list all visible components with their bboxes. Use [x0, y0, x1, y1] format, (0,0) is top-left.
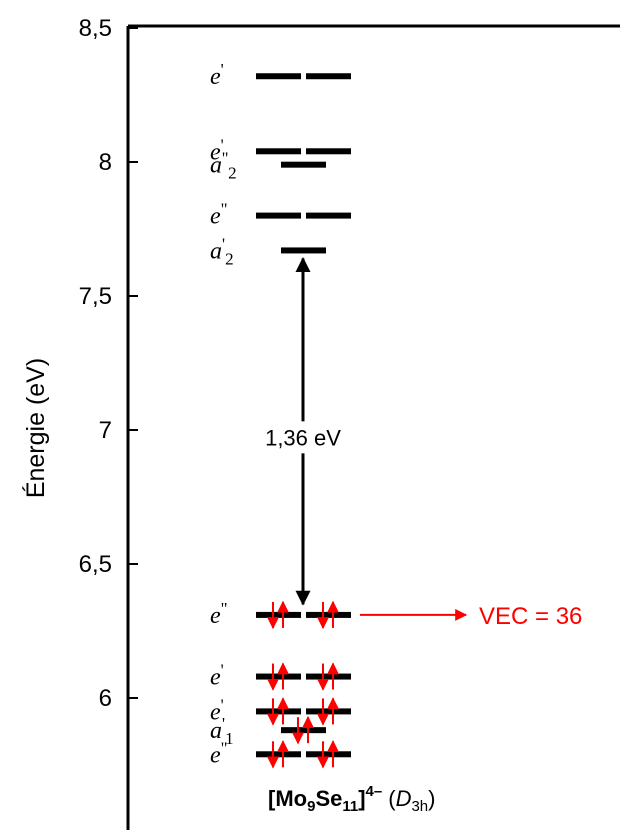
level-symbol-prime: "	[221, 200, 228, 219]
level-symbol: e"	[210, 200, 228, 230]
level-symbol-subscript: 2	[228, 164, 237, 183]
electrons	[267, 600, 339, 769]
formula-charge: 4–	[366, 783, 383, 800]
orbital-bar	[256, 148, 301, 155]
level-symbol-letter: a	[210, 238, 222, 264]
level-symbol-prime: '	[222, 714, 225, 733]
orbital-bar	[306, 708, 351, 715]
orbital-bar	[281, 727, 326, 734]
level-symbol-letter: e	[210, 699, 221, 725]
vec-label: VEC = 36	[479, 603, 582, 630]
level-symbol: e'	[210, 695, 224, 725]
cluster-formula: [Mo9Se11]4– (D3h)	[268, 783, 435, 815]
formula-se-count: 11	[342, 798, 358, 815]
symmetry-letter: D	[396, 786, 412, 811]
level-symbol: a'1	[210, 714, 234, 748]
level-symbol-letter: e	[210, 665, 221, 691]
orbital-bar	[306, 148, 351, 155]
level-symbol: a'2	[210, 234, 234, 268]
orbital-bar	[256, 73, 301, 80]
y-tick-label: 6	[99, 685, 112, 712]
gap-label-background	[250, 421, 356, 454]
orbital-bar	[306, 673, 351, 680]
y-ticks: 6 6,5 7 7,5 8 8,5	[79, 15, 138, 712]
level-symbol-letter: a	[210, 153, 222, 179]
formula-open: [Mo	[268, 786, 307, 811]
y-tick-label: 7	[99, 417, 112, 444]
level-symbol-prime: "	[221, 738, 228, 757]
level-symbol-letter: e	[210, 204, 221, 230]
level-symbol-letter: e	[210, 64, 221, 90]
level-symbol-letter: e	[210, 139, 221, 165]
level-symbol-prime: '	[222, 234, 225, 253]
symmetry-paren-open: (	[388, 786, 396, 811]
orbital-bar	[256, 611, 301, 618]
symmetry-paren-close: )	[428, 786, 435, 811]
level-symbols: e'e'a''2e"a'2e"e'e'a'1e"	[210, 60, 237, 768]
orbital-bar	[281, 161, 326, 168]
orbital-bar	[306, 751, 351, 758]
y-tick-label: 6,5	[79, 551, 112, 578]
orbital-bar	[256, 212, 301, 219]
y-tick-label: 8	[99, 149, 112, 176]
symmetry-sub: 3h	[411, 798, 428, 815]
level-symbol-subscript: 2	[225, 249, 234, 268]
level-symbol-letter: a	[210, 718, 222, 744]
level-symbol-subscript: 1	[225, 729, 234, 748]
level-symbol: e"	[210, 599, 228, 629]
level-symbol-prime: '	[221, 135, 224, 154]
y-axis-title: Énergie (eV)	[21, 358, 50, 498]
level-symbol-prime: '	[221, 695, 224, 714]
level-symbol: a''2	[210, 149, 237, 183]
orbital-bar	[306, 73, 351, 80]
level-symbol-prime: '	[221, 661, 224, 680]
orbital-bar	[306, 212, 351, 219]
formula-se: Se	[315, 786, 342, 811]
level-symbol-prime: ''	[222, 149, 228, 168]
level-symbol: e'	[210, 661, 224, 691]
formula-close: ]	[358, 786, 365, 811]
level-symbol-letter: e	[210, 742, 221, 768]
orbital-bar	[306, 611, 351, 618]
level-symbol: e"	[210, 738, 228, 768]
y-tick-label: 7,5	[79, 283, 112, 310]
level-symbol-prime: "	[221, 599, 228, 618]
orbital-bar	[256, 673, 301, 680]
gap-label: 1,36 eV	[265, 425, 341, 450]
level-symbol: e'	[210, 60, 224, 90]
orbital-bar	[256, 708, 301, 715]
energy-levels	[256, 73, 351, 758]
y-tick-label: 8,5	[79, 15, 112, 42]
level-symbol-letter: e	[210, 603, 221, 629]
orbital-bar	[281, 247, 326, 254]
level-symbol: e'	[210, 135, 224, 165]
orbital-bar	[256, 751, 301, 758]
formula-mo-count: 9	[307, 798, 315, 815]
level-symbol-prime: '	[221, 60, 224, 79]
